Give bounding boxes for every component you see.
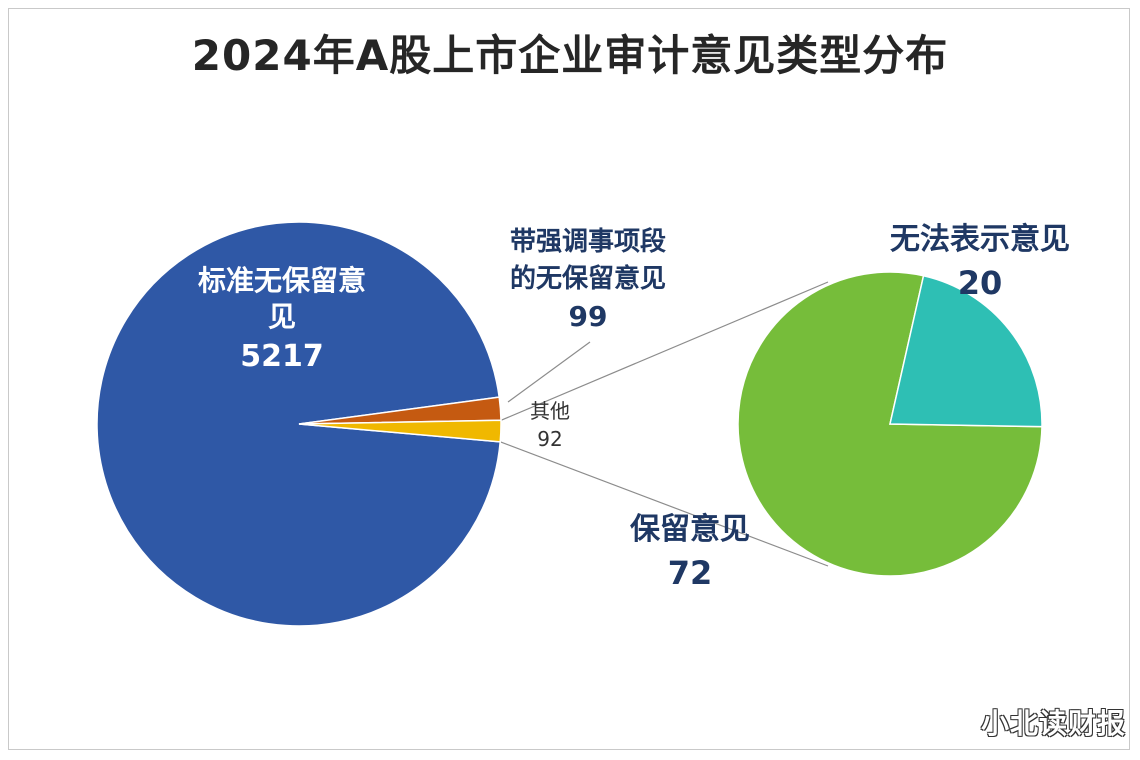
- slice-standard-unqualified: [96, 221, 502, 627]
- chart-title: 2024年A股上市企业审计意见类型分布: [191, 31, 949, 80]
- label-other-value: 92: [537, 427, 562, 451]
- slice-other: [298, 419, 502, 443]
- watermark: 小北读财报: [980, 707, 1126, 740]
- label-qualified-name: 保留意见: [630, 512, 750, 547]
- label-emphasis-line-1: 带强调事项段: [510, 226, 666, 257]
- label-qualified-value: 72: [668, 554, 713, 592]
- label-standard-line-1: 标准无保留意: [198, 264, 366, 297]
- label-standard-line-2: 见: [268, 300, 296, 333]
- connector-line-bottom: [499, 441, 829, 567]
- label-emphasis-value: 99: [569, 300, 608, 333]
- leader-line-emphasis: [507, 341, 591, 403]
- label-standard-value: 5217: [240, 339, 324, 374]
- slice-disclaimer-opinion: [889, 274, 1043, 428]
- label-disclaimer-name: 无法表示意见: [890, 222, 1070, 257]
- label-other-name: 其他: [530, 399, 570, 423]
- label-emphasis-line-2: 的无保留意见: [510, 263, 666, 294]
- connector-line-top: [500, 281, 829, 421]
- label-disclaimer-value: 20: [958, 264, 1003, 302]
